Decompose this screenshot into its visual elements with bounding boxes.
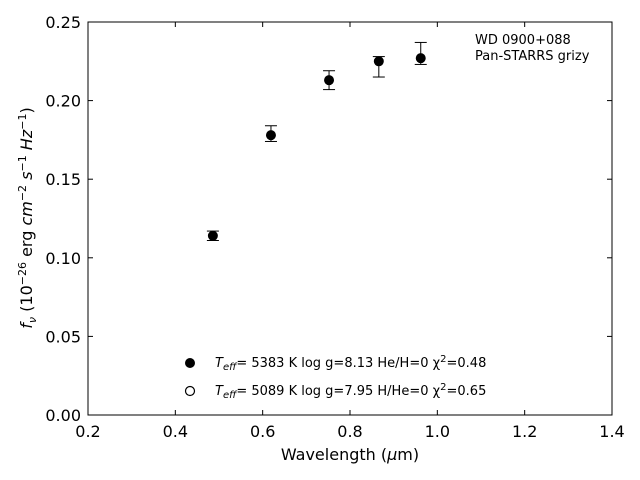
x-tick-label: 0.4 — [163, 422, 188, 441]
legend-marker-filled — [185, 358, 195, 368]
y-tick-label: 0.05 — [45, 327, 81, 346]
x-tick-label: 1.2 — [512, 422, 537, 441]
y-tick-label: 0.10 — [45, 249, 81, 268]
data-point — [324, 75, 335, 86]
x-tick-label: 1.4 — [599, 422, 624, 441]
y-tick-label: 0.25 — [45, 13, 81, 32]
annotation-line-2: Pan-STARRS grizy — [475, 49, 590, 64]
x-tick-label: 0.6 — [250, 422, 275, 441]
axis-ticks: 0.2 0.4 0.6 0.8 1.0 1.2 1.4 0.00 0.05 0.10 0.15 0.2… — [45, 13, 624, 441]
data-point — [207, 230, 218, 241]
y-tick-label: 0.20 — [45, 92, 81, 111]
data-point — [373, 56, 384, 67]
x-tick-label: 0.8 — [337, 422, 362, 441]
legend: Teff= 5383 K log g=8.13 He/H=0 χ2=0.48 T… — [184, 354, 486, 401]
x-tick-label: 1.0 — [425, 422, 450, 441]
data-points — [206, 41, 427, 242]
annotation: WD 0900+088 Pan-STARRS grizy — [475, 33, 590, 64]
data-point — [415, 53, 426, 64]
y-axis-label: fν (10−26 erg cm−2 s−1 Hz−1) — [16, 107, 39, 328]
y-tick-label: 0.15 — [45, 170, 81, 189]
legend-marker-open — [184, 385, 196, 397]
x-tick-label: 0.2 — [75, 422, 100, 441]
legend-entry-1: Teff= 5383 K log g=8.13 He/H=0 χ2=0.48 — [215, 354, 486, 373]
y-tick-label: 0.00 — [45, 406, 81, 425]
annotation-line-1: WD 0900+088 — [475, 33, 571, 48]
data-point — [265, 130, 276, 141]
x-axis-label: Wavelength (μm) — [281, 445, 419, 464]
legend-entry-2: Teff= 5089 K log g=7.95 H/He=0 χ2=0.65 — [215, 382, 486, 401]
